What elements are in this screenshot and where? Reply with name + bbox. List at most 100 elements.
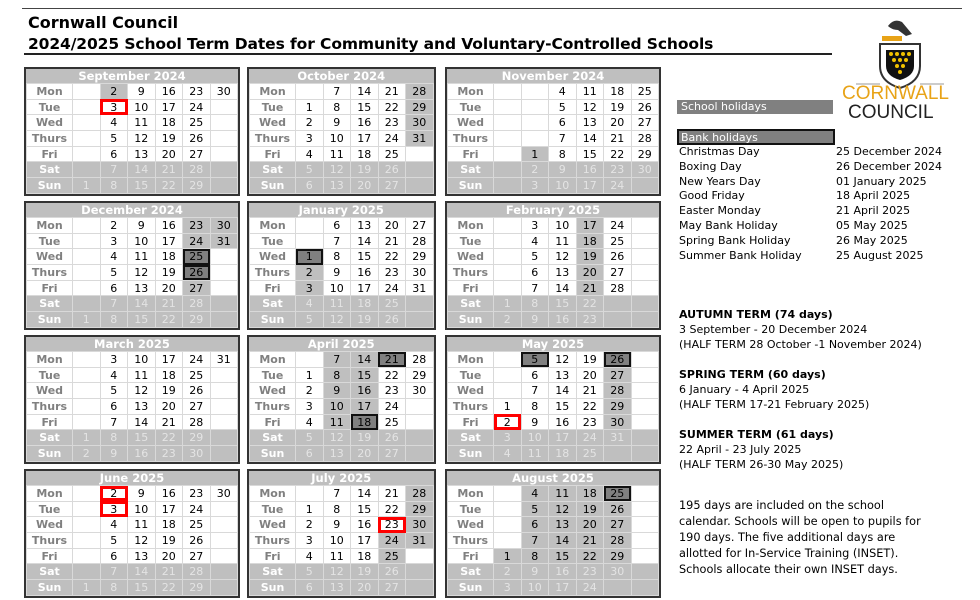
- day-cell: 6: [99, 398, 128, 415]
- day-cell: 7: [99, 413, 128, 431]
- day-cell: 23: [182, 485, 211, 502]
- day-cell: 6: [548, 114, 577, 132]
- day-cell: 21: [154, 161, 183, 179]
- day-label: Mon: [447, 485, 494, 502]
- day-cell: 4: [295, 413, 324, 431]
- empty-cell: [493, 114, 522, 132]
- day-cell: 23: [377, 264, 406, 281]
- empty-cell: [72, 382, 101, 400]
- day-cell: 22: [154, 311, 183, 328]
- term-heading: AUTUMN TERM (74 days): [679, 308, 833, 321]
- day-cell: 1: [520, 145, 549, 163]
- day-cell: 26: [630, 98, 659, 116]
- day-cell: 28: [405, 83, 434, 100]
- day-cell: 16: [127, 445, 156, 462]
- bank-holiday-date: 25 August 2025: [836, 248, 924, 262]
- day-cell: 14: [127, 161, 156, 179]
- day-cell: 5: [548, 98, 577, 116]
- day-cell: 5: [295, 563, 324, 581]
- day-cell: 2: [295, 114, 324, 132]
- day-cell: 4: [99, 114, 128, 132]
- day-cell: 4: [99, 516, 128, 534]
- day-cell: 26: [182, 264, 211, 281]
- day-label: Sat: [447, 429, 494, 447]
- month-title: April 2025: [249, 337, 433, 352]
- day-cell: 29: [182, 311, 211, 328]
- day-cell: 30: [405, 382, 434, 400]
- day-cell: 22: [154, 429, 183, 447]
- note-line: calendar. Schools will be open to pupils…: [679, 515, 921, 528]
- day-label: Fri: [26, 145, 73, 163]
- day-cell: 26: [377, 429, 406, 447]
- day-cell: 22: [603, 145, 632, 163]
- day-cell: 22: [154, 579, 183, 596]
- empty-cell: [630, 547, 659, 565]
- day-cell: 1: [72, 177, 101, 194]
- day-cell: 3: [493, 429, 522, 447]
- day-cell: 19: [154, 264, 183, 281]
- day-cell: 29: [405, 366, 434, 384]
- bank-holiday-row: Spring Bank Holiday 26 May 2025: [679, 234, 969, 249]
- day-label: Wed: [447, 382, 494, 400]
- day-label: Wed: [249, 382, 296, 400]
- day-label: Wed: [249, 248, 296, 266]
- day-cell: 15: [127, 579, 156, 596]
- empty-cell: [630, 500, 659, 518]
- day-cell: 8: [99, 311, 128, 328]
- day-cell: 14: [575, 130, 604, 147]
- day-cell: 9: [127, 217, 156, 234]
- day-cell: 18: [603, 83, 632, 100]
- day-cell: 5: [520, 500, 549, 518]
- title-underline: [24, 53, 832, 55]
- day-label: Wed: [26, 516, 73, 534]
- empty-cell: [520, 130, 549, 147]
- note-line: Schools allocate their own INSET days.: [679, 563, 898, 576]
- day-cell: 5: [99, 130, 128, 147]
- day-label: Fri: [447, 279, 494, 297]
- svg-text:CORNWALL: CORNWALL: [842, 83, 949, 104]
- day-cell: 10: [322, 398, 351, 415]
- bank-holiday-date: 25 December 2024: [836, 145, 943, 158]
- bank-holiday-name: May Bank Holiday: [679, 218, 778, 232]
- day-label: Sat: [26, 429, 73, 447]
- day-cell: 28: [182, 295, 211, 313]
- day-cell: 14: [350, 351, 379, 368]
- bank-holiday-name: New Years Day: [679, 174, 761, 188]
- day-cell: 17: [154, 98, 183, 116]
- day-label: Tue: [249, 98, 296, 116]
- bank-holiday-date: 18 April 2025: [836, 189, 911, 203]
- day-label: Mon: [249, 351, 296, 368]
- day-cell: 29: [182, 579, 211, 596]
- day-cell: 21: [575, 382, 604, 400]
- day-cell: 25: [377, 547, 406, 565]
- empty-cell: [630, 563, 659, 581]
- day-cell: 30: [209, 217, 238, 234]
- day-cell: 25: [603, 232, 632, 250]
- day-cell: 27: [405, 217, 434, 234]
- day-cell: 29: [182, 429, 211, 447]
- empty-cell: [405, 145, 434, 163]
- empty-cell: [72, 232, 101, 250]
- empty-cell: [405, 161, 434, 179]
- empty-cell: [209, 114, 238, 132]
- day-cell: 20: [603, 114, 632, 132]
- bank-holiday-row: May Bank Holiday 05 May 2025: [679, 219, 969, 234]
- empty-cell: [209, 295, 238, 313]
- day-cell: 17: [575, 217, 604, 234]
- empty-cell: [493, 485, 522, 502]
- empty-cell: [630, 217, 659, 234]
- day-cell: 17: [154, 500, 183, 518]
- day-cell: 10: [548, 217, 577, 234]
- day-label: Thurs: [447, 264, 494, 281]
- day-cell: 17: [350, 398, 379, 415]
- day-cell: 19: [575, 500, 604, 518]
- month-title: June 2025: [26, 471, 238, 486]
- day-cell: 2: [493, 563, 522, 581]
- day-cell: 20: [575, 516, 604, 534]
- day-cell: 24: [182, 500, 211, 518]
- day-label: Wed: [26, 382, 73, 400]
- day-cell: 12: [127, 130, 156, 147]
- day-cell: 19: [350, 311, 379, 328]
- day-cell: 21: [154, 563, 183, 581]
- day-cell: 9: [127, 83, 156, 100]
